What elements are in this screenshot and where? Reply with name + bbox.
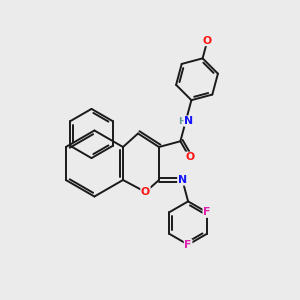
Text: H: H	[178, 117, 186, 126]
Text: N: N	[178, 175, 187, 185]
Text: N: N	[184, 116, 194, 126]
Text: O: O	[141, 187, 150, 197]
Text: F: F	[184, 240, 192, 250]
Text: F: F	[203, 207, 211, 217]
Text: O: O	[203, 35, 212, 46]
Text: O: O	[185, 152, 194, 162]
